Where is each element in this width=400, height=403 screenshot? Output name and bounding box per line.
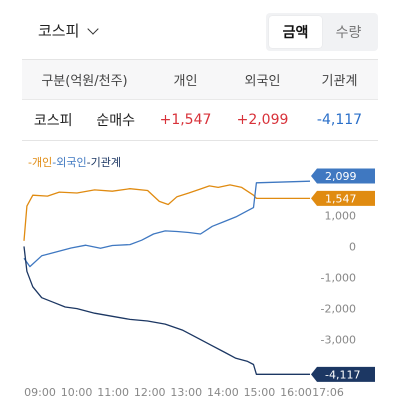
value-tag-bg (311, 190, 375, 206)
value-tag-bg (311, 366, 375, 382)
institution-value: -4,117 (316, 112, 363, 128)
value-tag-label: -4,117 (325, 368, 360, 381)
value-tag-label: 1,547 (325, 192, 357, 205)
investor-table: 구분(억원/천주) 개인 외국인 기관계 코스피 순매수 +1,547 +2,0… (22, 59, 378, 141)
x-tick-label: 17:06 (312, 386, 344, 399)
series-line-individual (23, 184, 311, 241)
legend-foreign: -외국인 (52, 156, 87, 169)
value-tag-institution: -4,117 (311, 366, 375, 382)
column-header-individual: 개인 (173, 74, 198, 89)
legend-institution: -기관계 (86, 156, 121, 169)
x-tick-label: 12:00 (134, 386, 166, 399)
table-header-row: 구분(억원/천주) 개인 외국인 기관계 (22, 60, 378, 100)
y-tick-label: -2,000 (321, 303, 356, 316)
legend-individual: -개인 (28, 156, 53, 169)
tab-amount[interactable]: 금액 (269, 16, 322, 48)
y-tick-label: -1,000 (321, 272, 356, 285)
x-tick-label: 16:00 (280, 386, 312, 399)
tab-volume[interactable]: 수량 (335, 25, 362, 41)
value-tag-label: 2,099 (325, 170, 357, 183)
column-header-category: 구분(억원/천주) (41, 74, 128, 89)
value-tag-foreign: 2,099 (311, 168, 375, 184)
x-tick-label: 10:00 (61, 386, 93, 399)
column-header-institution: 기관계 (321, 74, 358, 89)
market-selector-label: 코스피 (38, 22, 80, 40)
unit-toggle: 금액 수량 (266, 13, 378, 51)
row-label: 코스피 순매수 (22, 110, 147, 130)
foreign-value: +2,099 (236, 112, 289, 128)
series-line-institution (23, 246, 310, 375)
series-line-foreign (23, 180, 311, 268)
row-type: 순매수 (96, 113, 136, 129)
market-selector[interactable]: 코스피 (38, 20, 100, 41)
x-tick-label: 15:00 (244, 386, 276, 399)
individual-value: +1,547 (159, 112, 212, 128)
x-tick-label: 09:00 (24, 386, 56, 399)
x-tick-label: 11:00 (97, 386, 129, 399)
x-tick-label: 14:00 (207, 386, 239, 399)
y-tick-label: -3,000 (321, 334, 356, 347)
x-tick-label: 13:00 (170, 386, 202, 399)
y-tick-label: 0 (349, 240, 356, 253)
table-row: 코스피 순매수 +1,547 +2,099 -4,117 (22, 100, 378, 140)
value-tag-individual: 1,547 (311, 190, 375, 206)
chart-legend: -개인 -외국인 -기관계 (28, 154, 121, 170)
row-market: 코스피 (33, 113, 73, 129)
column-header-foreign: 외국인 (244, 74, 281, 89)
y-tick-label: 1,000 (325, 209, 357, 222)
value-tag-bg (311, 168, 375, 184)
